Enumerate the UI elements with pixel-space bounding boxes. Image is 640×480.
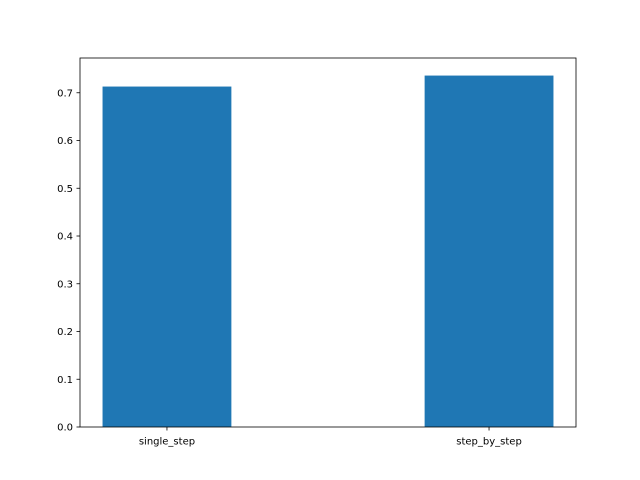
bar-single_step (102, 86, 232, 427)
y-tick-label: 0.1 (57, 375, 73, 386)
y-tick-label: 0.6 (57, 136, 73, 147)
x-tick-label: step_by_step (456, 437, 522, 448)
y-tick-label: 0.2 (57, 327, 73, 338)
bar-step_by_step (424, 75, 554, 428)
y-tick-label: 0.5 (57, 184, 73, 195)
x-axis: single_step step_by_step (139, 427, 522, 448)
y-tick-label: 0.7 (57, 88, 73, 99)
y-tick-label: 0.3 (57, 279, 73, 290)
bars-group (102, 75, 554, 428)
y-tick-label: 0.0 (57, 423, 73, 434)
x-tick-label: single_step (139, 437, 195, 448)
plot-frame (79, 57, 577, 428)
y-tick-label: 0.4 (57, 232, 73, 243)
y-axis: 0.0 0.1 0.2 0.3 0.4 0.5 0.6 0.7 (57, 88, 80, 434)
